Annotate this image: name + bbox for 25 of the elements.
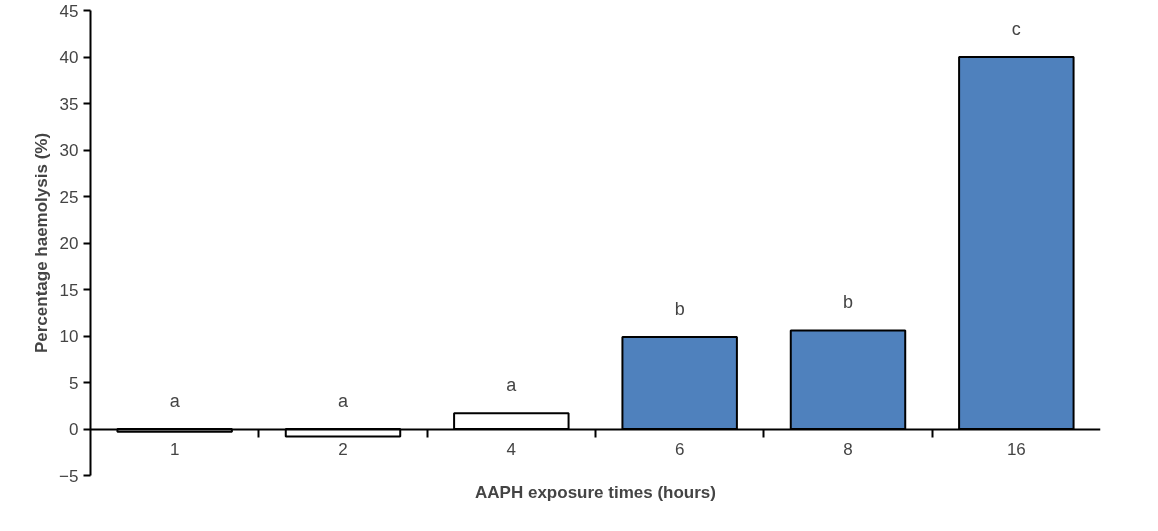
- x-tick-label: 8: [843, 440, 853, 459]
- y-tick-label: −5: [59, 466, 79, 486]
- annotation: a: [169, 391, 181, 411]
- x-tick-label: 4: [506, 440, 517, 459]
- y-tick-label: 15: [59, 280, 79, 300]
- x-tick-label: 16: [1006, 440, 1026, 459]
- y-tick-label: 10: [59, 327, 79, 346]
- annotation: b: [674, 298, 685, 319]
- x-tick-label: 1: [169, 440, 180, 459]
- y-tick-label: 0: [69, 420, 79, 439]
- y-axis-title: Percentage haemolysis (%): [32, 132, 52, 354]
- y-tick-label: 25: [59, 187, 79, 207]
- y-tick-label: 20: [59, 234, 79, 253]
- y-tick-label: 35: [59, 94, 79, 114]
- annotation: b: [842, 292, 854, 313]
- y-tick-label: 45: [59, 1, 79, 21]
- y-tick-label: 40: [59, 48, 79, 67]
- x-tick-label: 2: [338, 440, 348, 459]
- x-tick-label: 6: [674, 440, 685, 459]
- y-tick-label: 5: [69, 373, 79, 393]
- y-tick-label: 30: [59, 141, 79, 160]
- annotation: a: [506, 375, 518, 396]
- annotation: a: [337, 391, 349, 411]
- annotation: c: [1011, 19, 1021, 39]
- x-axis-title: AAPH exposure times (hours): [475, 482, 716, 502]
